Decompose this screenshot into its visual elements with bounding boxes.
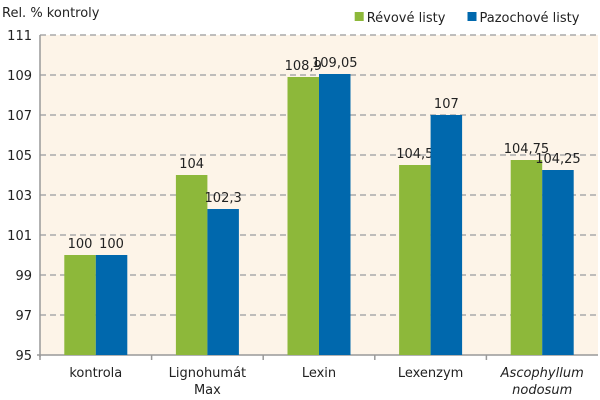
bar — [287, 77, 319, 355]
data-label: 104,5 — [396, 147, 433, 162]
x-tick-label: Ascophyllum — [500, 366, 584, 381]
data-label: 107 — [434, 97, 459, 112]
bar — [175, 175, 208, 355]
y-tick-label: 105 — [7, 149, 32, 164]
legend-swatch — [467, 12, 477, 21]
y-tick-label: 97 — [15, 309, 32, 324]
bar — [64, 255, 96, 355]
y-tick-label: 109 — [7, 69, 32, 84]
bar — [399, 165, 431, 355]
bar — [430, 115, 463, 355]
data-label: 100 — [68, 237, 93, 252]
data-label: 100 — [99, 237, 124, 252]
y-tick-label: 111 — [7, 29, 32, 44]
legend-label: Révové listy — [367, 11, 446, 26]
data-label: 102,3 — [205, 191, 242, 206]
y-tick-label: 95 — [15, 349, 32, 364]
x-tick-label: Lexenzym — [398, 366, 464, 381]
y-axis-title: Rel. % kontroly — [2, 6, 100, 21]
legend-swatch — [354, 12, 364, 21]
bar — [95, 255, 128, 355]
x-tick-label: Max — [194, 383, 221, 398]
y-tick-label: 101 — [7, 229, 32, 244]
data-label: 104 — [179, 157, 204, 172]
x-tick-label: Lexin — [302, 366, 336, 381]
x-tick-label: nodosum — [512, 383, 572, 398]
legend-label: Pazochové listy — [480, 11, 580, 26]
bar — [542, 170, 574, 355]
y-tick-label: 99 — [15, 269, 32, 284]
x-tick-label: Lignohumát — [169, 366, 247, 381]
y-tick-label: 103 — [7, 189, 32, 204]
data-label: 108,9 — [285, 59, 322, 74]
bar — [510, 160, 543, 355]
x-tick-label: kontrola — [69, 366, 122, 381]
y-tick-label: 107 — [7, 109, 32, 124]
bar — [319, 74, 351, 355]
bar — [207, 209, 239, 355]
data-label: 104,75 — [504, 142, 550, 157]
data-label: 104,25 — [535, 152, 581, 167]
data-label: 109,05 — [312, 56, 358, 71]
